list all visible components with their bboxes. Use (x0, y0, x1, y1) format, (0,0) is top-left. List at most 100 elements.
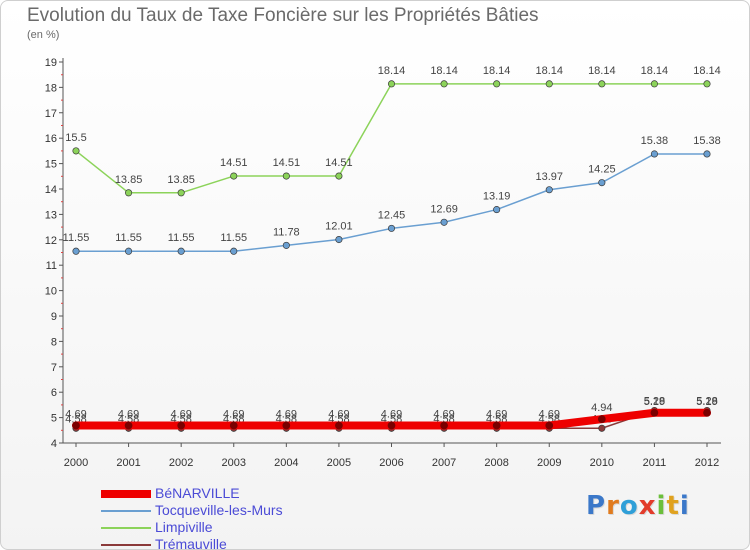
data-label: 11.55 (220, 232, 247, 244)
data-point (282, 241, 290, 249)
data-label: 14.51 (220, 157, 248, 169)
logo-letter: i (679, 491, 690, 521)
y-tick-label: 4 (51, 438, 57, 450)
data-point (124, 421, 133, 430)
data-label: 11.78 (273, 226, 300, 238)
data-point (72, 147, 80, 155)
data-point (335, 172, 343, 180)
data-label: 12.69 (430, 203, 458, 215)
x-tick-label: 2005 (327, 457, 351, 469)
data-point (125, 247, 133, 255)
data-point (335, 235, 343, 244)
data-point (230, 172, 238, 180)
y-tick-label: 13 (45, 209, 57, 221)
data-point (125, 189, 133, 197)
data-label: 5.19 (696, 396, 717, 408)
data-label: 13.19 (483, 191, 511, 203)
data-label: 4.69 (433, 408, 454, 420)
data-label: 4.69 (539, 408, 560, 420)
logo-letter: r (606, 491, 620, 521)
data-label: 4.69 (381, 408, 402, 420)
data-label: 15.38 (641, 135, 669, 147)
logo-letter: i (656, 491, 667, 521)
data-point (282, 172, 290, 180)
data-point (493, 80, 501, 88)
x-tick-label: 2000 (64, 457, 88, 469)
data-label: 13.85 (167, 174, 195, 186)
data-point (230, 247, 238, 255)
y-tick-label: 17 (45, 108, 57, 120)
data-label: 14.51 (273, 157, 301, 169)
data-label: 4.69 (486, 408, 507, 420)
x-tick-label: 2002 (169, 457, 193, 469)
y-tick-label: 11 (46, 260, 57, 272)
data-point (387, 224, 396, 232)
y-tick-label: 14 (45, 184, 57, 196)
y-tick-label: 15 (45, 159, 57, 171)
x-tick-label: 2010 (590, 457, 614, 469)
proxiti-logo: Proxiti (586, 491, 690, 521)
data-label: 18.14 (641, 65, 669, 77)
legend-label-benarville: BéNARVILLE (155, 485, 240, 501)
data-point (72, 421, 80, 430)
chart-subtitle: (en %) (27, 29, 60, 41)
data-point (492, 421, 501, 430)
legend-swatch-limpiville (101, 527, 151, 529)
y-tick-label: 7 (51, 362, 57, 374)
logo-letter: P (586, 491, 607, 521)
data-point (387, 80, 396, 88)
data-point (650, 150, 658, 158)
data-label: 4.69 (65, 408, 86, 420)
data-point (598, 424, 606, 432)
x-tick-label: 2001 (116, 457, 140, 469)
legend-label-tocqueville: Tocqueville-les-Murs (155, 502, 283, 518)
data-point (229, 421, 238, 430)
data-label: 12.01 (325, 221, 353, 233)
logo-letter: x (638, 491, 657, 521)
data-point (177, 247, 185, 255)
y-tick-label: 8 (51, 336, 57, 348)
data-label: 4.69 (170, 408, 191, 420)
data-label: 4.69 (276, 408, 297, 420)
data-label: 5.28 (644, 395, 665, 407)
data-point (650, 408, 659, 417)
data-label: 12.45 (378, 209, 406, 221)
data-point (177, 189, 185, 197)
x-tick-label: 2004 (274, 457, 298, 469)
data-point (335, 421, 343, 430)
logo-letter: o (619, 491, 639, 521)
data-label: 18.14 (483, 65, 511, 77)
legend-label-limpiville: Limpiville (155, 519, 213, 535)
chart-title: Evolution du Taux de Taxe Foncière sur l… (27, 5, 539, 26)
legend-swatch-tocqueville (101, 510, 151, 512)
data-point (440, 80, 448, 88)
data-point (545, 186, 553, 194)
data-point (597, 415, 606, 423)
data-label: 15.5 (65, 132, 86, 144)
data-point (387, 421, 396, 430)
x-tick-label: 2007 (432, 457, 456, 469)
data-label: 18.14 (535, 65, 563, 77)
data-point (440, 421, 448, 430)
data-point (703, 408, 711, 417)
x-tick-label: 2011 (643, 457, 667, 469)
data-point (493, 206, 501, 214)
legend-label-tremauville: Trémauville (155, 536, 227, 550)
data-point (598, 80, 606, 88)
data-label: 14.25 (588, 164, 616, 176)
x-tick-label: 2006 (379, 457, 403, 469)
y-tick-label: 16 (45, 133, 57, 145)
x-tick-label: 2009 (537, 457, 561, 469)
y-tick-label: 6 (51, 387, 57, 399)
legend-swatch-tremauville (101, 544, 151, 546)
data-label: 5.19 (644, 396, 665, 408)
data-label: 18.14 (588, 65, 616, 77)
data-label: 15.38 (693, 135, 721, 147)
data-label: 11.55 (168, 232, 195, 244)
data-point (545, 80, 553, 88)
data-label: 11.55 (63, 232, 90, 244)
data-label: 11.55 (115, 232, 142, 244)
data-point (282, 421, 291, 430)
